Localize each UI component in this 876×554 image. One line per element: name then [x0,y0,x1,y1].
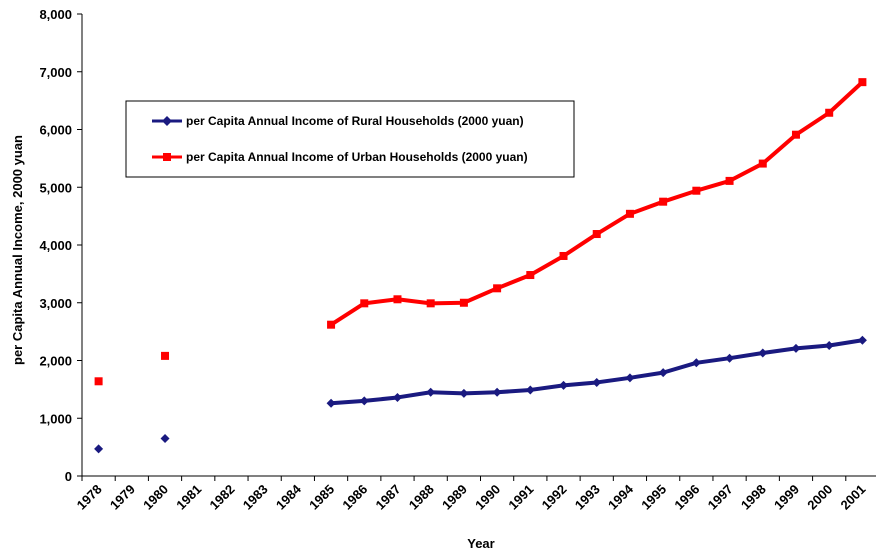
y-tick-label: 6,000 [39,123,72,138]
series-line-rural [329,338,865,406]
y-tick-label: 8,000 [39,7,72,22]
x-tick-label: 1982 [207,482,238,513]
data-point-urban-1993 [592,230,601,239]
x-tick-label: 1991 [505,482,536,513]
data-point-rural-1999 [791,343,801,353]
series-group [94,78,867,454]
data-point-urban-1989 [459,298,468,307]
data-point-urban-1988 [426,299,435,308]
data-point-urban-1998 [758,159,767,168]
y-tick-label: 1,000 [39,411,72,426]
data-point-rural-1988 [426,387,436,397]
data-point-urban-1992 [559,251,568,260]
x-tick-label: 1997 [705,482,736,513]
y-tick-label: 0 [65,469,72,484]
data-point-rural-1987 [392,392,402,402]
x-tick-label: 1989 [439,482,470,513]
data-point-rural-1993 [592,377,602,387]
x-tick-label: 1998 [738,482,769,513]
legend-rural-label: per Capita Annual Income of Rural Househ… [186,114,524,128]
x-tick-label: 1994 [605,481,637,513]
y-axis-title: per Capita Annual Income, 2000 yuan [10,135,25,365]
x-tick-label: 1984 [273,481,305,513]
data-point-rural-2000 [824,340,834,350]
data-point-urban-1978 [94,377,103,386]
series-rural [94,335,867,454]
data-point-rural-1986 [359,396,369,406]
data-point-rural-1995 [658,368,668,378]
x-tick-label: 1988 [406,482,437,513]
data-point-urban-2001 [858,78,867,87]
x-tick-label: 1979 [107,482,138,513]
x-axis: 1978 1979 1980 1981 1982 1983 1984 1985 1986 1987… [74,475,876,513]
data-point-urban-2000 [825,108,834,117]
data-point-urban-1980 [161,351,170,360]
data-point-rural-1980 [160,433,170,443]
x-tick-label: 1985 [306,482,337,513]
data-point-rural-2001 [857,335,867,345]
y-tick-label: 2,000 [39,354,72,369]
data-point-rural-1997 [725,353,735,363]
data-point-rural-1978 [94,444,104,454]
x-tick-label: 1980 [140,482,171,513]
data-point-urban-1985 [327,320,336,329]
y-tick-label: 7,000 [39,65,72,80]
data-point-urban-1999 [791,130,800,139]
data-point-urban-1990 [493,284,502,293]
y-tick-label: 5,000 [39,180,72,195]
data-point-urban-1991 [526,271,535,280]
legend-rural-marker [162,116,172,126]
data-point-rural-1985 [326,398,336,408]
data-point-urban-1986 [360,299,369,308]
data-point-rural-1998 [758,348,768,358]
x-tick-label: 1981 [173,482,204,513]
legend-urban-marker [163,153,171,161]
x-tick-label: 2000 [804,482,835,513]
y-tick-label: 3,000 [39,296,72,311]
x-tick-label: 1986 [339,482,370,513]
y-tick-label: 4,000 [39,238,72,253]
x-axis-title: Year [467,536,494,551]
data-point-urban-1994 [625,209,634,218]
data-point-rural-1992 [559,380,569,390]
x-tick-label: 1987 [373,482,404,513]
legend: per Capita Annual Income of Rural Househ… [125,100,575,178]
data-point-urban-1987 [393,295,402,304]
x-tick-label: 1999 [771,482,802,513]
data-point-rural-1990 [492,387,502,397]
data-point-rural-1991 [525,385,535,395]
data-point-rural-1989 [459,388,469,398]
legend-box [125,100,575,178]
x-tick-label: 1992 [539,482,570,513]
x-tick-label: 1978 [74,482,105,513]
y-axis: 0 1,000 2,000 3,000 4,000 5,000 6,000 7,000 8,00… [39,7,83,484]
data-point-rural-1996 [691,358,701,368]
x-tick-label: 1990 [472,482,503,513]
x-tick-label: 1993 [572,482,603,513]
data-point-urban-1997 [725,176,734,185]
data-point-rural-1994 [625,373,635,383]
data-point-urban-1995 [659,197,668,206]
x-tick-label: 1996 [671,482,702,513]
legend-urban-label: per Capita Annual Income of Urban Househ… [186,150,528,164]
x-tick-label: 1995 [638,482,669,513]
x-tick-label: 1983 [240,482,271,513]
series-urban [94,78,867,386]
x-tick-label: 2001 [837,482,868,513]
data-point-urban-1996 [692,186,701,195]
